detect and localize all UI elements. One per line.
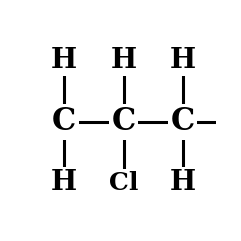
Text: C: C [111,106,136,137]
Text: H: H [51,47,77,74]
Text: Cl: Cl [109,171,138,195]
Text: C: C [171,106,195,137]
Text: C: C [52,106,76,137]
Text: H: H [51,169,77,196]
Text: H: H [170,47,196,74]
Text: H: H [170,169,196,196]
Text: H: H [110,47,137,74]
